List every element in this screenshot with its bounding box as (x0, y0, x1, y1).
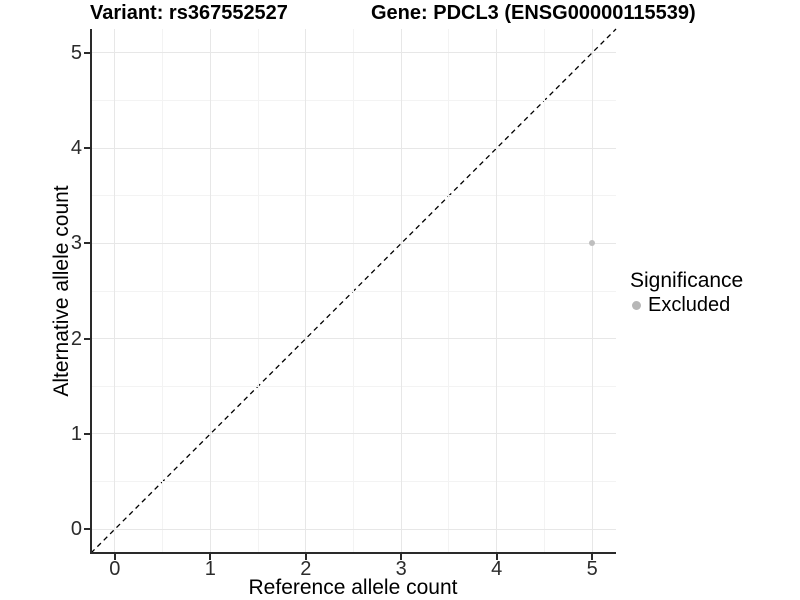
x-axis-title: Reference allele count (248, 576, 458, 599)
x-gridline-major (591, 29, 593, 553)
x-tick-label: 2 (300, 558, 312, 580)
x-tick-label: 4 (491, 558, 503, 580)
y-gridline-minor (91, 481, 616, 483)
y-tick-mark (84, 147, 90, 150)
y-tick-mark (84, 432, 90, 435)
y-axis-line (90, 29, 92, 554)
y-gridline-major (91, 147, 616, 149)
y-axis-title: Alternative allele count (50, 185, 73, 397)
x-gridline-major (496, 29, 498, 553)
x-gridline-major (305, 29, 307, 553)
x-gridline-major (209, 29, 211, 553)
y-gridline-major (91, 242, 616, 244)
x-tick-mark (400, 554, 403, 560)
y-gridline-minor (91, 290, 616, 292)
y-gridline-major (91, 433, 616, 435)
y-gridline-major (91, 52, 616, 54)
excluded-dot-icon (632, 301, 641, 310)
x-tick-mark (113, 554, 116, 560)
y-gridline-minor (91, 99, 616, 101)
x-tick-mark (495, 554, 498, 560)
y-tick-label: 2 (70, 327, 82, 350)
x-gridline-major (400, 29, 402, 553)
legend-item-label: Excluded (648, 293, 731, 316)
y-tick-label: 4 (70, 137, 82, 160)
y-tick-mark (84, 242, 90, 245)
y-gridline-minor (91, 195, 616, 197)
y-tick-mark (84, 51, 90, 54)
legend-key (630, 293, 648, 317)
y-tick-label: 0 (70, 518, 82, 541)
x-axis-line (90, 552, 616, 554)
variant-title: Variant: rs367552527 (90, 2, 288, 24)
legend-item-excluded: Excluded (630, 293, 743, 317)
x-tick-mark (591, 554, 594, 560)
legend-title: Significance (630, 269, 744, 292)
y-tick-label: 3 (70, 232, 82, 255)
gene-title: Gene: PDCL3 (ENSG00000115539) (371, 2, 696, 24)
y-gridline-major (91, 528, 616, 530)
data-point (589, 240, 596, 247)
x-tick-label: 3 (395, 558, 407, 580)
legend: Significance Excluded (630, 268, 743, 317)
x-tick-mark (209, 554, 212, 560)
x-gridline-major (114, 29, 116, 553)
x-tick-label: 5 (586, 558, 598, 580)
plot-panel (90, 28, 617, 554)
y-tick-label: 5 (70, 41, 82, 64)
y-tick-label: 1 (70, 422, 82, 445)
x-tick-label: 0 (109, 558, 121, 580)
y-tick-mark (84, 528, 90, 531)
x-tick-mark (304, 554, 307, 560)
y-gridline-major (91, 338, 616, 340)
y-gridline-minor (91, 385, 616, 387)
x-tick-label: 1 (204, 558, 216, 580)
y-tick-mark (84, 337, 90, 340)
